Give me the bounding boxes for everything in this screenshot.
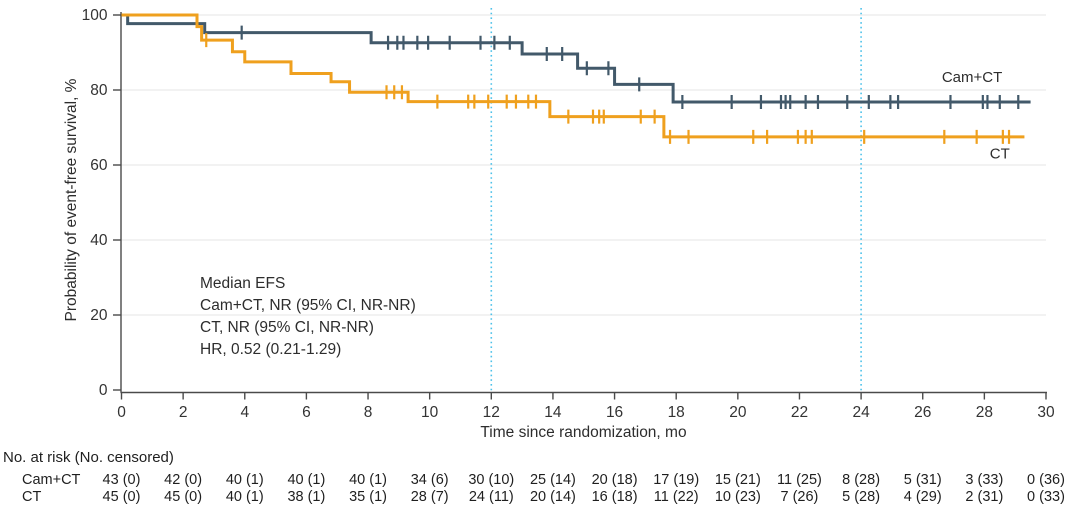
y-tick-label-100: 100 — [82, 7, 108, 24]
risk-row-label-cam-ct: Cam+CT — [22, 472, 81, 488]
x-tick-label-26: 26 — [914, 404, 931, 421]
x-tick-label-16: 16 — [606, 404, 623, 421]
x-tick-label-10: 10 — [421, 404, 439, 421]
y-tick-label-20: 20 — [90, 307, 108, 324]
risk-value-ct-month-22: 7 (26) — [780, 489, 819, 505]
risk-value-cam-ct-month-6: 40 (1) — [287, 472, 326, 488]
risk-value-ct-month-24: 5 (28) — [842, 489, 881, 505]
x-tick-label-2: 2 — [179, 404, 188, 421]
risk-value-ct-month-14: 20 (14) — [529, 489, 576, 505]
risk-value-ct-month-0: 45 (0) — [102, 489, 141, 505]
risk-value-ct-month-18: 11 (22) — [653, 489, 699, 505]
y-tick-label-40: 40 — [90, 232, 108, 249]
y-tick-label-0: 0 — [99, 382, 108, 399]
risk-value-ct-month-26: 4 (29) — [903, 489, 942, 505]
y-tick-label-60: 60 — [90, 157, 108, 174]
annotation-line-median-efs: Median EFS — [200, 275, 286, 292]
risk-value-ct-month-8: 35 (1) — [349, 489, 387, 505]
x-tick-label-20: 20 — [729, 404, 747, 421]
risk-value-cam-ct-month-20: 15 (21) — [714, 472, 761, 488]
risk-value-cam-ct-month-16: 20 (18) — [591, 472, 638, 488]
risk-row-label-ct: CT — [22, 489, 42, 505]
risk-value-cam-ct-month-26: 5 (31) — [903, 472, 942, 488]
x-tick-label-12: 12 — [483, 404, 500, 421]
x-tick-label-24: 24 — [852, 404, 870, 421]
series-label-ct: CT — [990, 145, 1010, 162]
risk-value-cam-ct-month-0: 43 (0) — [102, 472, 141, 488]
annotation-line-hr: HR, 0.52 (0.21-1.29) — [200, 341, 342, 358]
risk-value-cam-ct-month-14: 25 (14) — [529, 472, 576, 488]
y-tick-label-80: 80 — [90, 82, 108, 99]
risk-value-cam-ct-month-30: 0 (36) — [1027, 472, 1065, 488]
x-tick-label-30: 30 — [1037, 404, 1055, 421]
risk-value-ct-month-12: 24 (11) — [468, 489, 514, 505]
x-tick-label-14: 14 — [544, 404, 562, 421]
risk-value-ct-month-2: 45 (0) — [164, 489, 203, 505]
risk-value-cam-ct-month-2: 42 (0) — [164, 472, 203, 488]
x-tick-label-8: 8 — [364, 404, 373, 421]
annotation-line-ct: CT, NR (95% CI, NR-NR) — [200, 319, 374, 336]
risk-value-cam-ct-month-4: 40 (1) — [225, 472, 264, 488]
risk-value-cam-ct-month-22: 11 (25) — [777, 472, 822, 488]
y-axis-title: Probability of event-free survival, % — [63, 78, 80, 322]
risk-table-header: No. at risk (No. censored) — [3, 449, 174, 466]
x-tick-label-18: 18 — [668, 404, 685, 421]
risk-value-ct-month-6: 38 (1) — [287, 489, 326, 505]
km-curve-ct — [121, 13, 1025, 139]
risk-value-cam-ct-month-24: 8 (28) — [842, 472, 881, 488]
risk-value-ct-month-16: 16 (18) — [591, 489, 638, 505]
annotation-line-cam-ct: Cam+CT, NR (95% CI, NR-NR) — [200, 297, 416, 314]
risk-value-cam-ct-month-12: 30 (10) — [468, 472, 515, 488]
risk-value-ct-month-10: 28 (7) — [410, 489, 449, 505]
x-tick-label-4: 4 — [240, 404, 249, 421]
median-efs-annotation: Median EFS Cam+CT, NR (95% CI, NR-NR) CT… — [200, 273, 416, 361]
risk-value-ct-month-30: 0 (33) — [1027, 489, 1065, 505]
x-tick-label-22: 22 — [791, 404, 808, 421]
x-tick-label-28: 28 — [976, 404, 993, 421]
risk-value-ct-month-4: 40 (1) — [225, 489, 264, 505]
km-curve-cam-ct — [121, 13, 1031, 104]
risk-value-cam-ct-month-10: 34 (6) — [410, 472, 449, 488]
risk-value-cam-ct-month-28: 3 (33) — [965, 472, 1004, 488]
x-tick-label-6: 6 — [302, 404, 311, 421]
x-axis-title: Time since randomization, mo — [480, 424, 687, 441]
series-label-cam-ct: Cam+CT — [942, 69, 1002, 86]
risk-value-cam-ct-month-18: 17 (19) — [653, 472, 700, 488]
x-tick-label-0: 0 — [117, 404, 126, 421]
risk-value-ct-month-20: 10 (23) — [714, 489, 761, 505]
risk-value-ct-month-28: 2 (31) — [965, 489, 1004, 505]
risk-value-cam-ct-month-8: 40 (1) — [349, 472, 387, 488]
